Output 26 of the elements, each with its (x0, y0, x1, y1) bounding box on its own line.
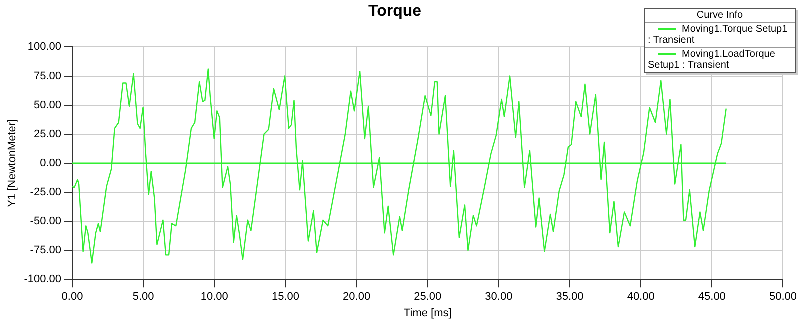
x-tick-label: 35.00 (556, 291, 584, 304)
y-tick-label: 0.00 (40, 157, 62, 170)
y-tick-label: 100.00 (28, 41, 62, 54)
y-tick-label: -25.00 (30, 186, 62, 198)
x-tick-label: 30.00 (485, 291, 513, 304)
y-tick-label: 25.00 (34, 128, 62, 140)
x-tick-label: 15.00 (272, 291, 300, 304)
legend-title: Curve Info (645, 9, 795, 23)
x-tick-label: 5.00 (132, 291, 154, 304)
y-tick-label: -75.00 (30, 244, 62, 257)
legend-label: Moving1.Torque Setup1 : Transient (648, 24, 788, 46)
chart-title: Torque (368, 3, 422, 20)
x-axis-title: Time [ms] (404, 307, 452, 320)
x-tick-label: 20.00 (343, 291, 371, 304)
y-tick-label: -100.00 (24, 274, 62, 286)
x-tick-label: 50.00 (769, 291, 797, 304)
x-tick-label: 0.00 (62, 291, 84, 304)
y-tick-label: 75.00 (34, 70, 62, 82)
y-tick-label: -50.00 (30, 216, 62, 228)
x-tick-label: 25.00 (414, 291, 442, 304)
x-tick-label: 45.00 (698, 291, 726, 304)
y-tick-label: 50.00 (34, 99, 62, 112)
x-tick-label: 10.00 (200, 291, 228, 304)
x-tick-label: 40.00 (627, 291, 655, 304)
legend-label: Moving1.LoadTorque Setup1 : Transient (648, 49, 776, 71)
y-axis-title: Y1 [NewtonMeter] (6, 119, 19, 208)
